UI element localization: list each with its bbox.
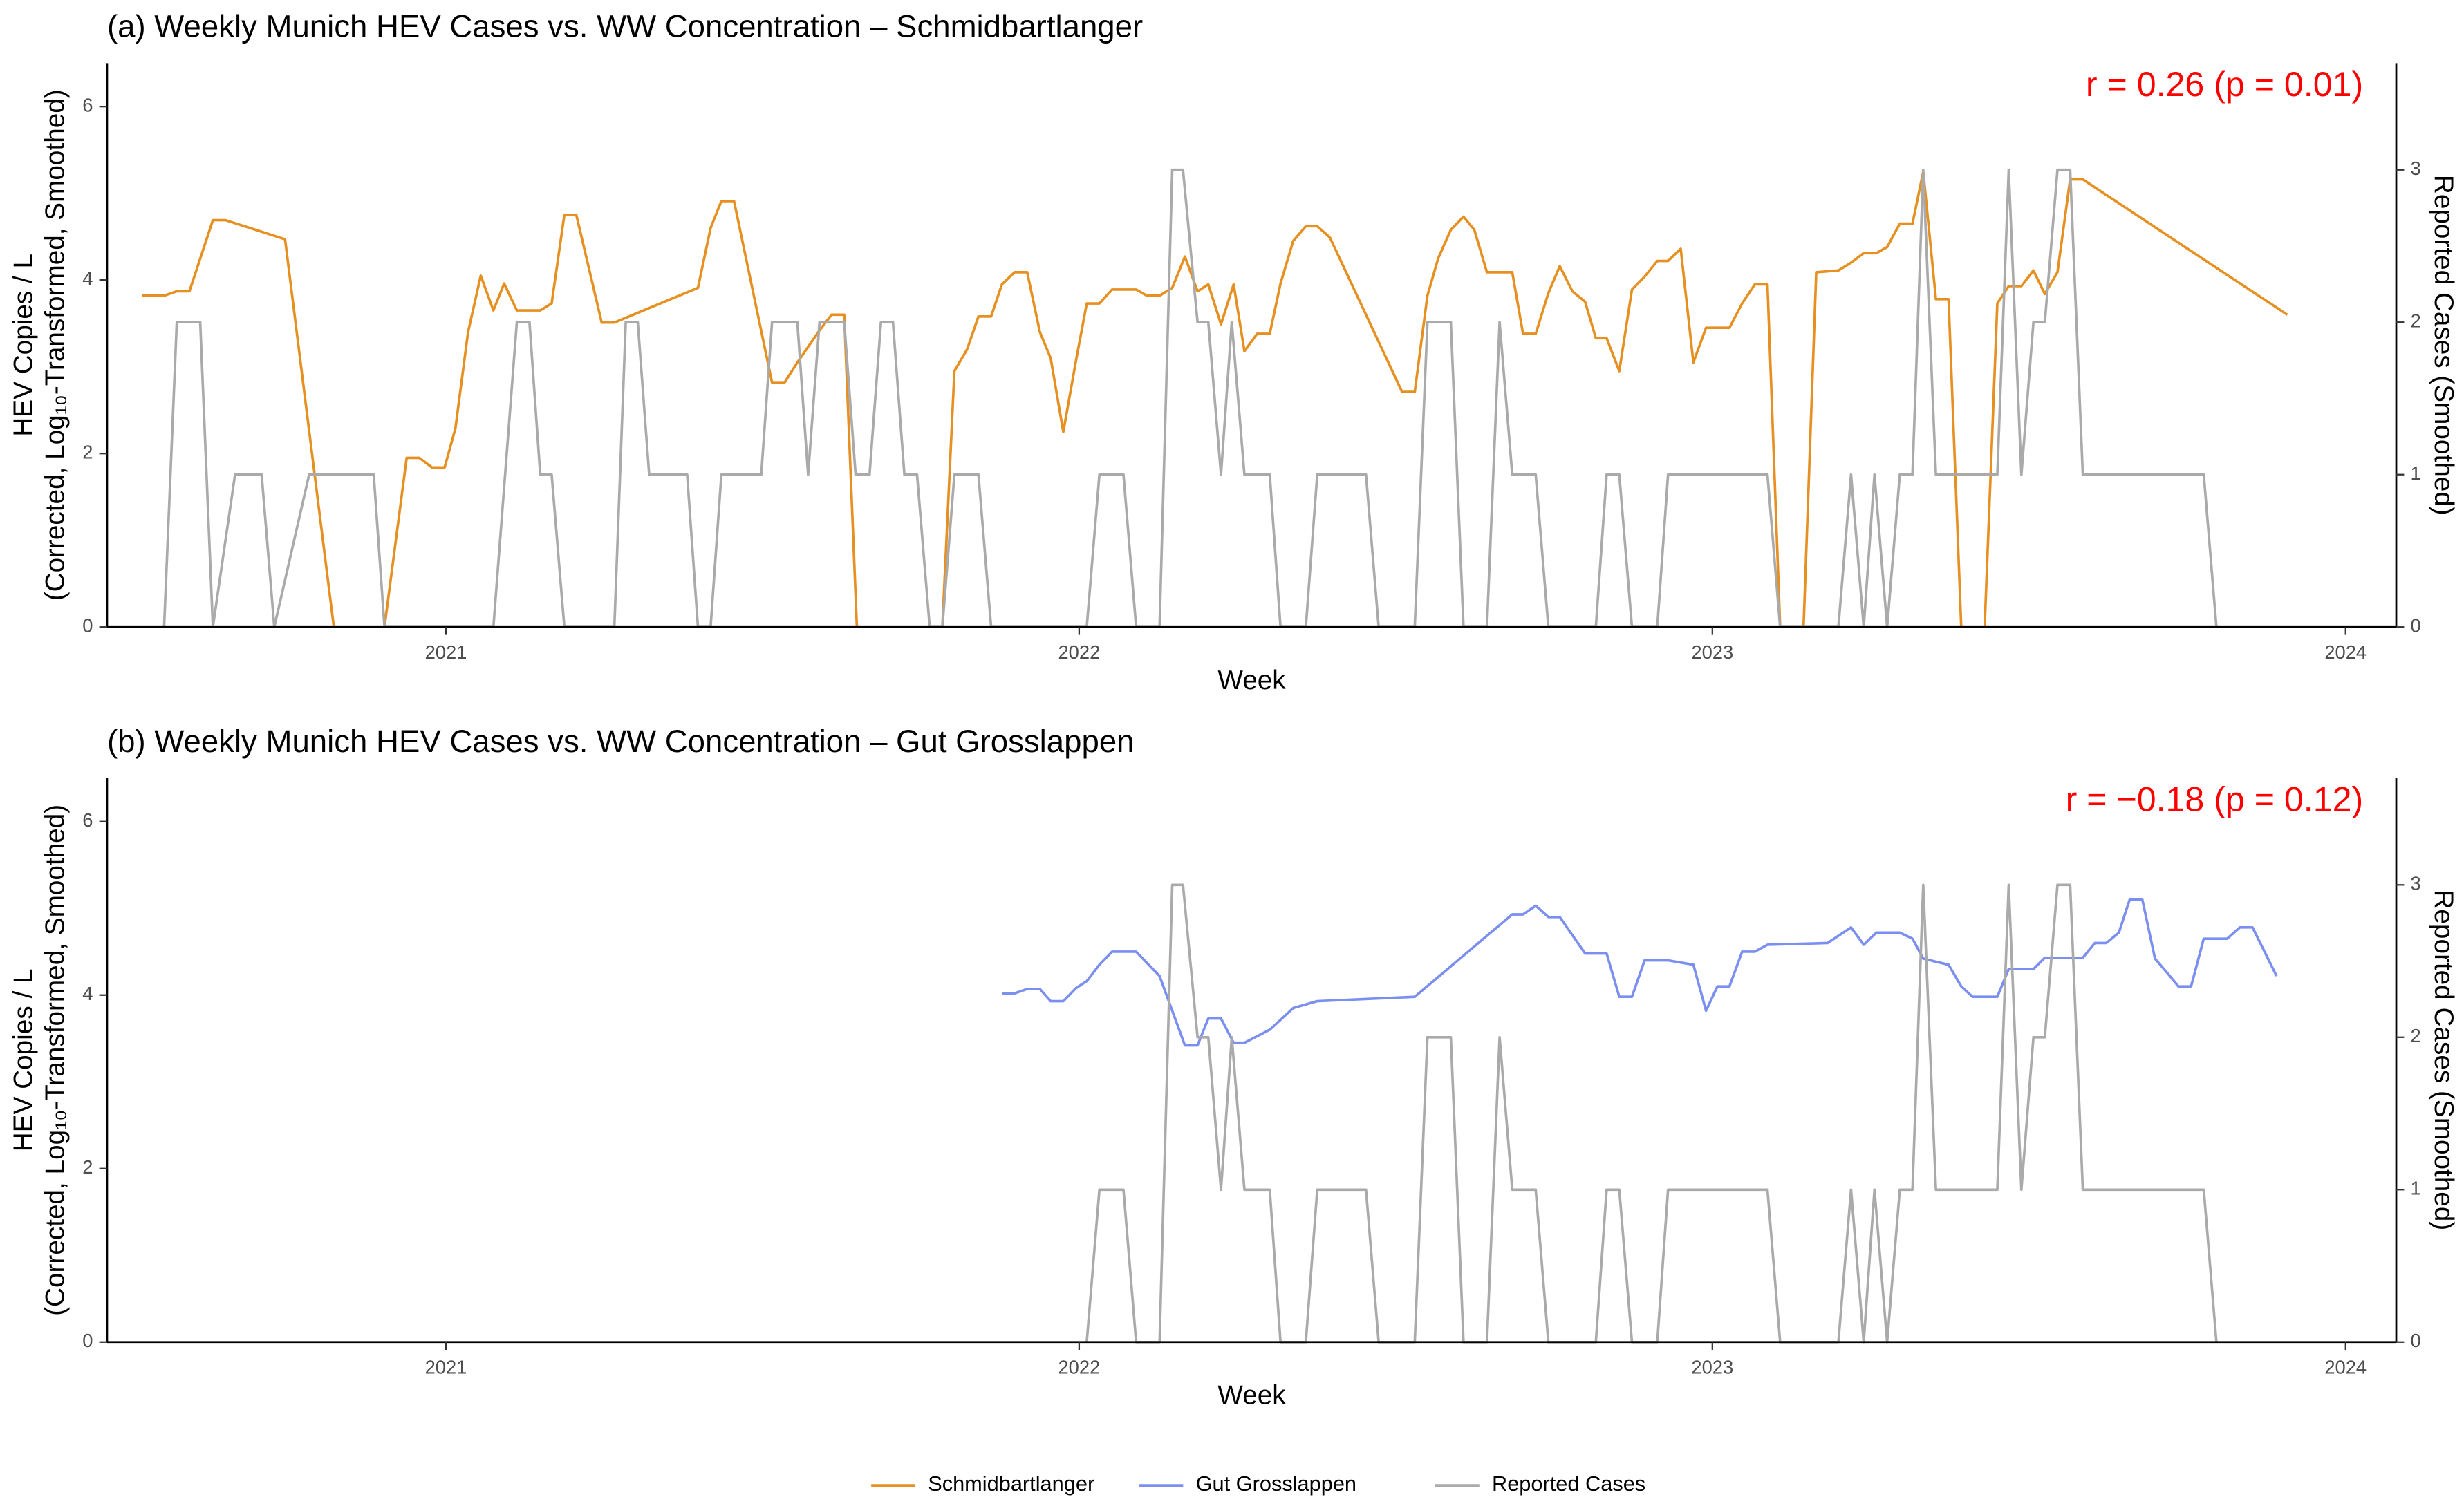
correlation-note: r = 0.26 (p = 0.01) (2086, 65, 2363, 104)
y-axis-label: (Corrected, Log₁₀-Transformed, Smoothed) (40, 804, 70, 1316)
x-tick-label: 2024 (2324, 1357, 2367, 1378)
y2-axis-label: Reported Cases (Smoothed) (2429, 175, 2458, 516)
legend-label: Reported Cases (1492, 1471, 1645, 1496)
y2-tick-label: 2 (2411, 310, 2421, 331)
x-tick-label: 2022 (1058, 1357, 1100, 1378)
y2-tick-label: 3 (2411, 158, 2421, 179)
y-axis-label: HEV Copies / L (9, 969, 39, 1152)
y-tick-label: 6 (82, 809, 93, 831)
series-line (1802, 170, 1963, 628)
y-tick-label: 0 (82, 1330, 93, 1351)
x-tick-label: 2021 (425, 641, 467, 663)
y-tick-label: 2 (82, 1156, 93, 1178)
x-tick-label: 2023 (1691, 641, 1733, 663)
y2-axis-label: Reported Cases (Smoothed) (2429, 890, 2458, 1230)
y-tick-label: 0 (82, 614, 93, 636)
panel-title: (a) Weekly Munich HEV Cases vs. WW Conce… (107, 8, 1143, 44)
series-line (142, 218, 335, 628)
correlation-note: r = −0.18 (p = 0.12) (2066, 780, 2364, 818)
series-line (1983, 178, 2288, 628)
x-tick-label: 2024 (2324, 641, 2367, 663)
series-line (1002, 898, 2278, 1047)
y-tick-label: 2 (82, 441, 93, 462)
x-tick-label: 2022 (1058, 641, 1100, 663)
y-axis-label: HEV Copies / L (9, 254, 39, 437)
legend-label: Gut Grosslappen (1196, 1471, 1356, 1496)
y2-tick-label: 1 (2411, 1177, 2421, 1198)
x-tick-label: 2021 (425, 1357, 467, 1378)
y2-tick-label: 0 (2411, 1330, 2421, 1351)
x-tick-label: 2023 (1691, 1357, 1733, 1378)
y2-tick-label: 2 (2411, 1025, 2421, 1046)
y-axis-label: (Corrected, Log₁₀-Transformed, Smoothed) (40, 89, 70, 601)
series-line (383, 200, 859, 628)
series-line (162, 168, 2218, 629)
y-tick-label: 4 (82, 267, 93, 289)
panel-title: (b) Weekly Munich HEV Cases vs. WW Conce… (107, 724, 1135, 759)
y2-tick-label: 3 (2411, 873, 2421, 894)
legend-label: Schmidbartlanger (928, 1471, 1094, 1496)
x-axis-label: Week (1217, 666, 1286, 695)
y-tick-label: 4 (82, 983, 93, 1004)
y2-tick-label: 1 (2411, 462, 2421, 484)
series-line (1085, 883, 2218, 1344)
series-line (941, 215, 1782, 628)
x-axis-label: Week (1217, 1381, 1286, 1411)
y2-tick-label: 0 (2411, 614, 2421, 636)
y-tick-label: 6 (82, 94, 93, 115)
